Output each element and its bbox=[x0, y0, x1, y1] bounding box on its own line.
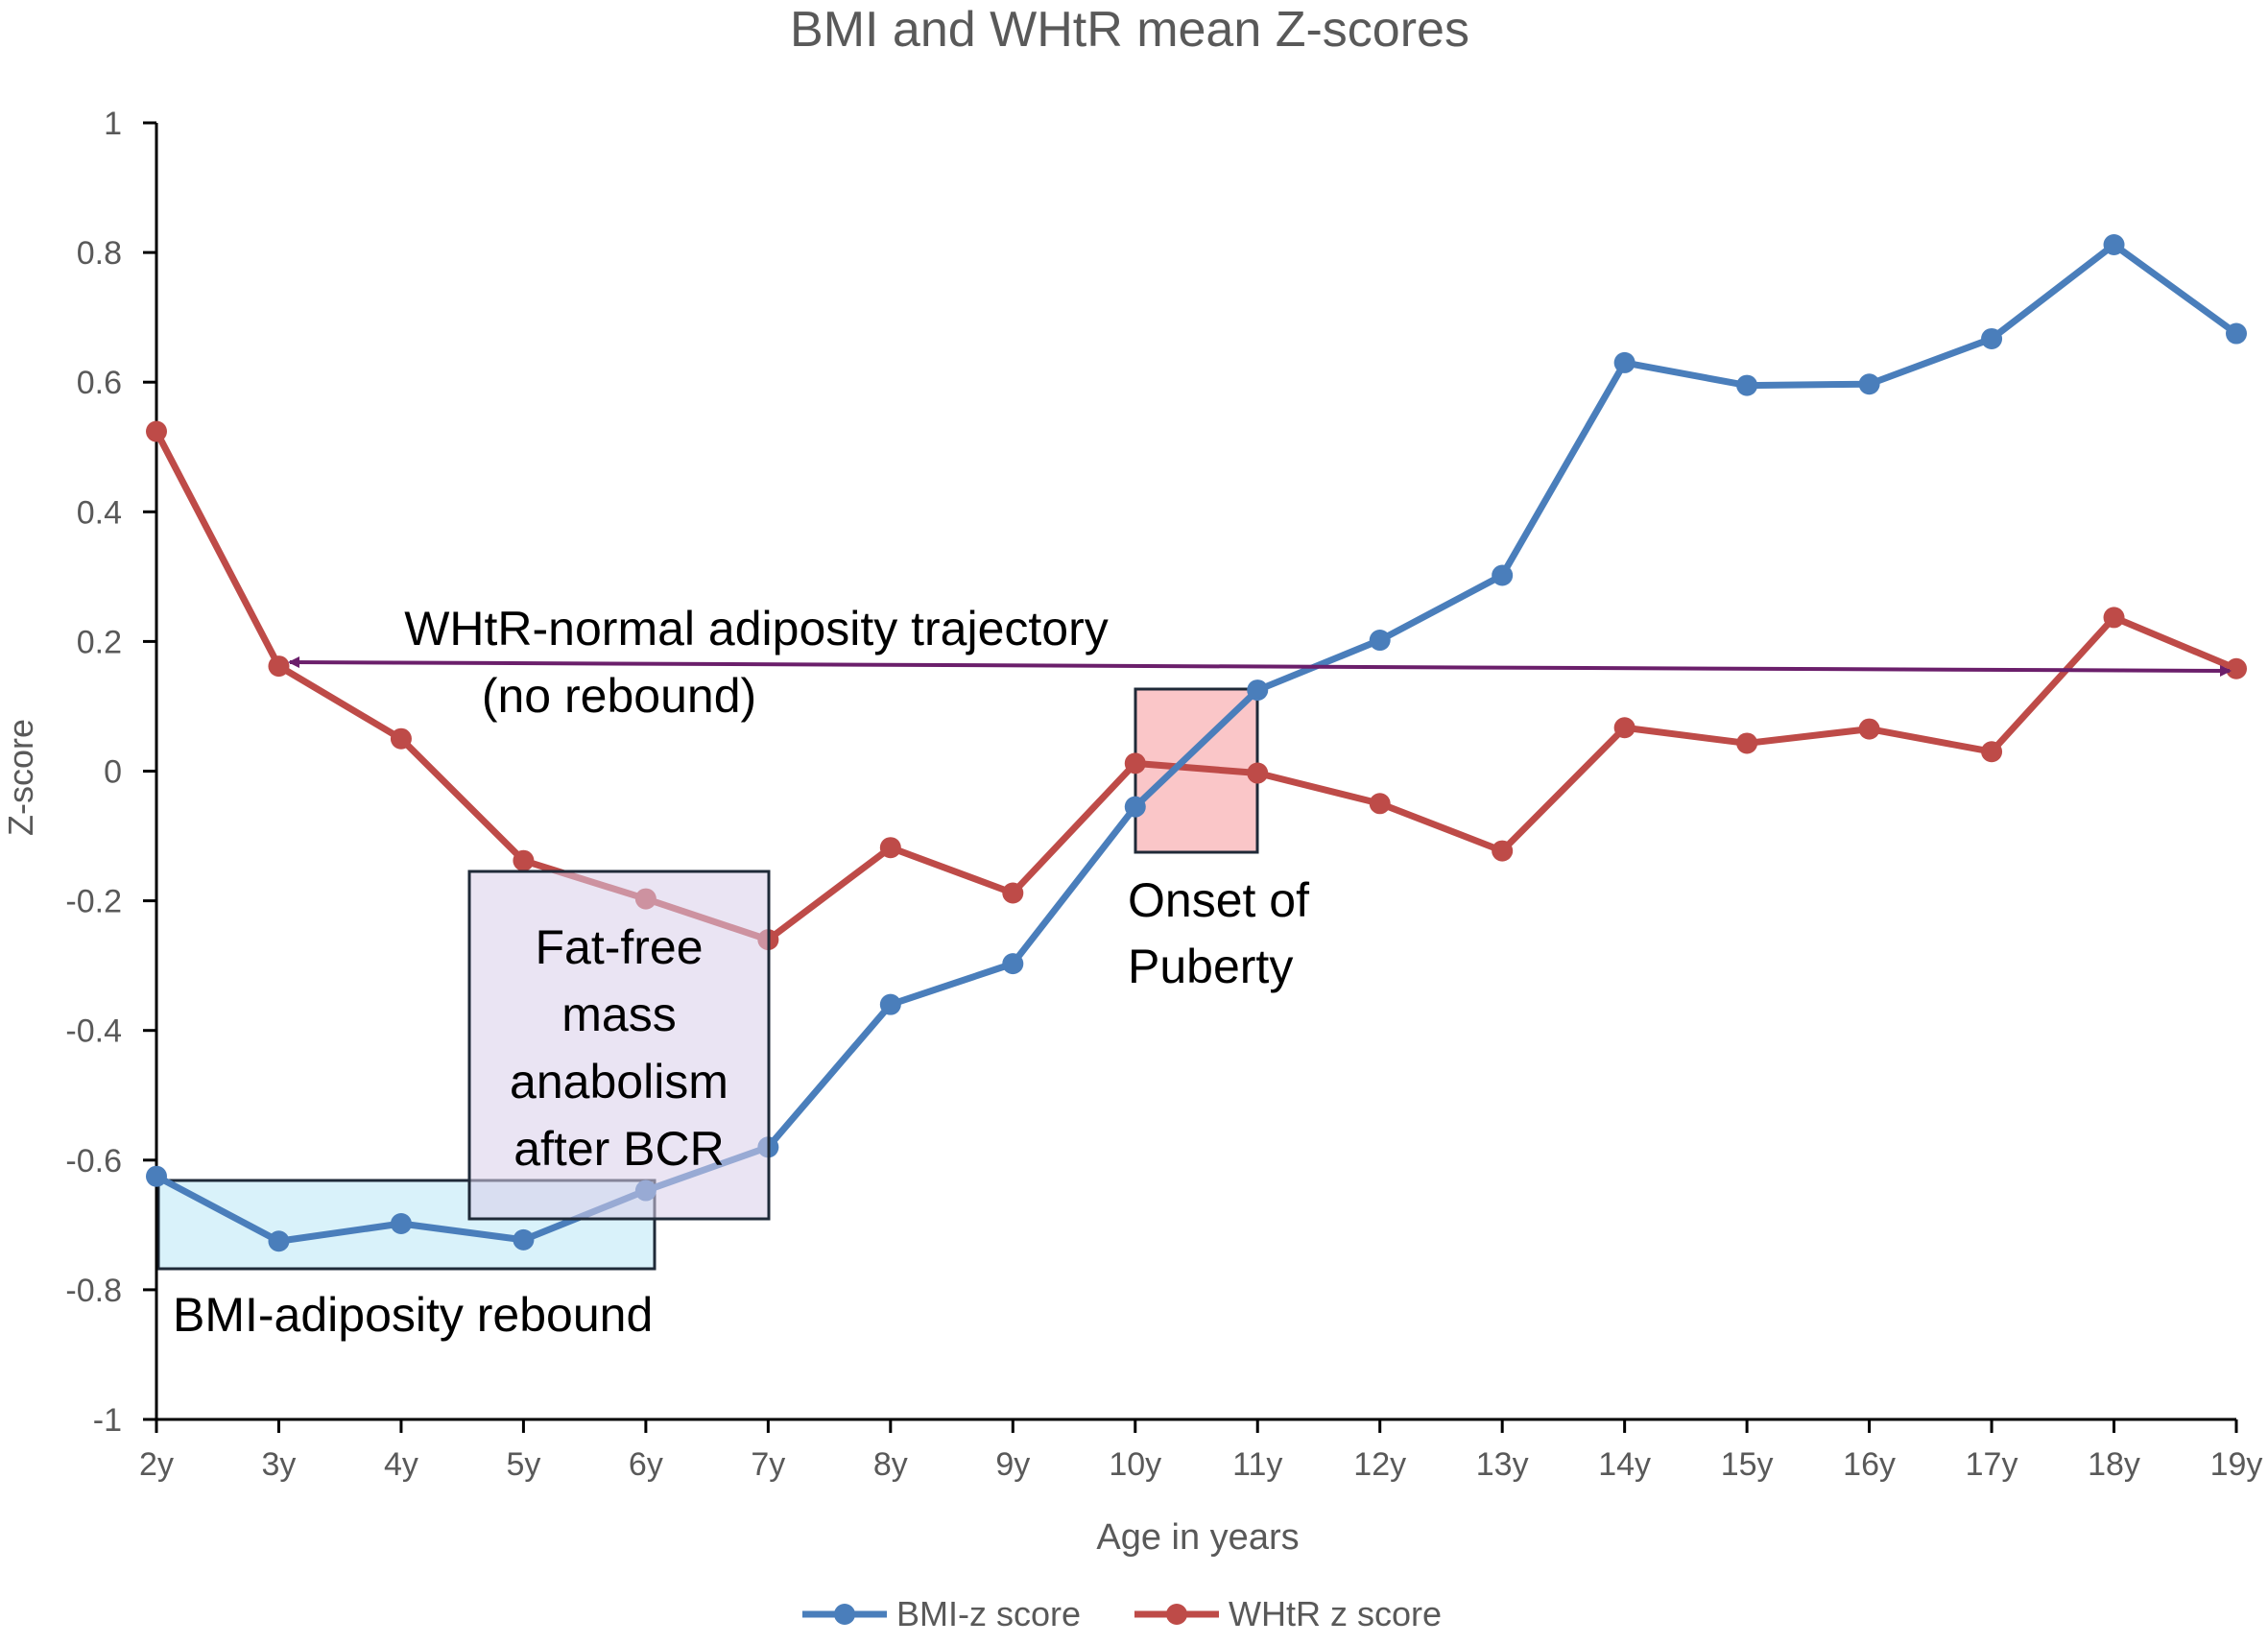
y-axis-label: Z-score bbox=[1, 719, 40, 836]
legend-label-bmi: BMI-z score bbox=[896, 1594, 1081, 1633]
data-point-whtr bbox=[1002, 882, 1024, 904]
trajectory-arrow bbox=[288, 656, 2232, 677]
x-tick-label: 17y bbox=[1966, 1446, 2018, 1483]
data-point-whtr bbox=[1613, 717, 1635, 739]
data-point-whtr bbox=[879, 837, 901, 859]
x-tick-label: 12y bbox=[1353, 1446, 1406, 1483]
ffm-label-line3: anabolism bbox=[510, 1055, 728, 1108]
legend-label-whtr: WHtR z score bbox=[1229, 1594, 1442, 1633]
y-tick-label: -0.4 bbox=[65, 1013, 122, 1050]
data-point-whtr bbox=[1369, 793, 1391, 815]
x-tick-label: 14y bbox=[1598, 1446, 1651, 1483]
y-tick-label: 0.4 bbox=[77, 494, 122, 531]
x-tick-label: 8y bbox=[873, 1446, 908, 1483]
puberty-label-line2: Puberty bbox=[1128, 940, 1293, 993]
data-point-whtr bbox=[1247, 762, 1269, 784]
x-tick-label: 2y bbox=[139, 1446, 174, 1483]
ffm-label-line2: mass bbox=[561, 988, 676, 1041]
data-point-bmi bbox=[1981, 327, 2003, 349]
x-tick-label: 4y bbox=[384, 1446, 418, 1483]
legend-item-whtr: WHtR z score bbox=[1134, 1594, 1442, 1633]
y-tick-label: 0 bbox=[104, 754, 122, 791]
data-point-bmi bbox=[1492, 564, 1514, 586]
ffm-label-line4: after BCR bbox=[513, 1122, 725, 1176]
y-tick-label: 1 bbox=[104, 106, 122, 142]
series-group bbox=[146, 233, 2247, 1252]
trajectory-label-line2: (no rebound) bbox=[482, 669, 756, 723]
x-tick-label: 6y bbox=[629, 1446, 663, 1483]
data-point-whtr bbox=[2226, 657, 2247, 679]
x-ticks: 2y 3y 4y 5y 6y 7y 8y 9y 10y 11y 12y 13y 14y 15y 16y 17y… bbox=[139, 1419, 2262, 1483]
data-point-bmi bbox=[513, 1228, 535, 1251]
series-whtr bbox=[146, 420, 2247, 951]
data-point-bmi bbox=[1002, 953, 1024, 975]
data-point-whtr bbox=[1736, 732, 1758, 754]
x-tick-label: 16y bbox=[1843, 1446, 1896, 1483]
x-tick-label: 18y bbox=[2088, 1446, 2140, 1483]
legend-item-bmi: BMI-z score bbox=[802, 1594, 1081, 1633]
data-point-bmi bbox=[268, 1230, 290, 1252]
rebound-label: BMI-adiposity rebound bbox=[173, 1288, 653, 1342]
data-point-bmi bbox=[2226, 322, 2247, 345]
series-line-bmi bbox=[153, 241, 2240, 1245]
data-point-whtr bbox=[146, 420, 167, 442]
data-point-whtr bbox=[1492, 840, 1514, 862]
data-point-whtr bbox=[268, 655, 290, 678]
x-tick-label: 7y bbox=[751, 1446, 785, 1483]
series-bmi bbox=[146, 233, 2247, 1252]
data-point-bmi bbox=[146, 1165, 167, 1187]
y-tick-label: -0.6 bbox=[65, 1143, 122, 1179]
x-tick-label: 13y bbox=[1476, 1446, 1529, 1483]
data-point-bmi bbox=[1124, 796, 1146, 818]
y-tick-label: 0.8 bbox=[77, 235, 122, 272]
data-point-whtr bbox=[1858, 718, 1880, 740]
ffm-box bbox=[467, 870, 771, 1221]
data-point-whtr bbox=[1981, 741, 2003, 763]
series-line-whtr bbox=[153, 428, 2240, 943]
y-tick-label: -1 bbox=[93, 1402, 122, 1439]
trajectory-label-line1: WHtR-normal adiposity trajectory bbox=[404, 602, 1109, 655]
y-tick-label: 0.2 bbox=[77, 624, 122, 660]
x-axis-label: Age in years bbox=[1096, 1517, 1299, 1558]
legend-marker-whtr bbox=[1166, 1604, 1187, 1625]
data-point-bmi bbox=[2103, 233, 2125, 255]
data-point-whtr bbox=[513, 849, 535, 871]
y-tick-label: -0.8 bbox=[65, 1273, 122, 1309]
x-tick-label: 19y bbox=[2210, 1446, 2263, 1483]
data-point-bmi bbox=[1736, 374, 1758, 396]
puberty-label-line1: Onset of bbox=[1128, 873, 1309, 927]
y-ticks: 1 0.8 0.6 0.4 0.2 0 -0.2 -0.4 -0.6 -0.8 -1 bbox=[65, 106, 156, 1439]
data-point-bmi bbox=[1247, 679, 1269, 702]
ffm-label-line1: Fat-free bbox=[535, 920, 703, 974]
data-point-bmi bbox=[879, 993, 901, 1015]
legend-marker-bmi bbox=[834, 1604, 855, 1625]
data-point-whtr bbox=[2103, 607, 2125, 629]
chart-title: BMI and WHtR mean Z-scores bbox=[790, 2, 1469, 58]
x-tick-label: 10y bbox=[1109, 1446, 1161, 1483]
data-point-whtr bbox=[390, 727, 412, 750]
x-tick-label: 9y bbox=[995, 1446, 1030, 1483]
x-tick-label: 11y bbox=[1232, 1446, 1282, 1483]
data-point-bmi bbox=[1858, 373, 1880, 395]
data-point-whtr bbox=[1124, 752, 1146, 774]
y-tick-label: 0.6 bbox=[77, 365, 122, 401]
x-tick-label: 5y bbox=[506, 1446, 540, 1483]
x-tick-label: 3y bbox=[262, 1446, 297, 1483]
x-tick-label: 15y bbox=[1721, 1446, 1774, 1483]
data-point-bmi bbox=[1613, 351, 1635, 373]
legend: BMI-z score WHtR z score bbox=[802, 1594, 1442, 1633]
data-point-bmi bbox=[1369, 630, 1391, 652]
y-tick-label: -0.2 bbox=[65, 884, 122, 920]
data-point-bmi bbox=[390, 1212, 412, 1234]
